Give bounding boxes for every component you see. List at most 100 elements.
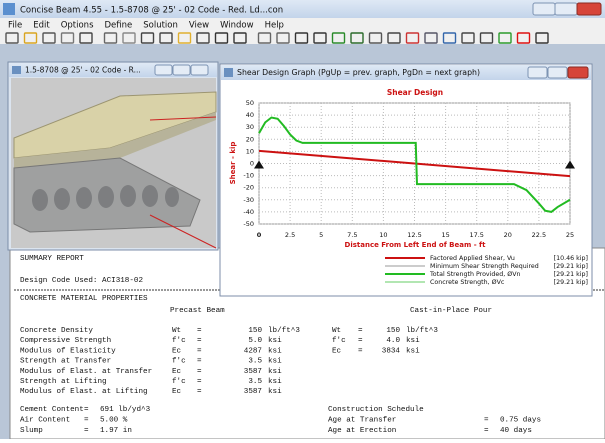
report-text: ksi	[268, 337, 282, 345]
report-text: =	[358, 337, 363, 345]
report-text: Precast Beam	[170, 307, 225, 315]
x-axis-label: Distance From Left End of Beam - ft	[345, 241, 487, 249]
report-text: =	[197, 327, 202, 335]
x-tick-label: 25	[566, 231, 574, 239]
chart-title: Shear Design	[387, 88, 443, 97]
legend-label: Factored Applied Shear, Vu	[430, 255, 515, 262]
report-text: Ec	[172, 388, 181, 396]
report-text: Concrete Density	[20, 327, 93, 335]
x-tick-label: 17.5	[469, 231, 483, 239]
report-text: =	[358, 347, 363, 355]
graph-close[interactable]	[568, 67, 588, 78]
report-text: 3587	[244, 388, 262, 396]
legend-note: [10.46 kip]	[554, 255, 588, 262]
report-text: Compressive Strength	[20, 337, 111, 345]
x-tick-label: 22.5	[532, 231, 546, 239]
report-text: =	[197, 358, 202, 366]
report-text: 3587	[244, 368, 262, 376]
x-tick-label: 5	[319, 231, 323, 239]
menu-item[interactable]: Window	[220, 21, 254, 31]
report-text: ksi	[268, 358, 282, 366]
report-text: Design Code Used: ACI318-02	[20, 277, 143, 285]
report-text: 5.00 %	[100, 417, 128, 425]
report-text: Ec	[172, 368, 181, 376]
report-text: 4.0	[386, 337, 400, 345]
model-close[interactable]	[191, 65, 208, 75]
y-tick-label: -10	[243, 172, 254, 180]
x-tick-label: 10	[379, 231, 387, 239]
y-tick-label: 10	[246, 147, 254, 155]
report-text: lb/ft^3	[406, 326, 438, 335]
graph-icon	[224, 68, 233, 77]
y-tick-label: -30	[243, 196, 254, 204]
report-text: f'c	[332, 337, 346, 345]
report-text: =	[197, 337, 202, 345]
report-text: Construction Schedule	[328, 406, 424, 414]
graph-window-title: Shear Design Graph (PgUp = prev. graph, …	[237, 68, 480, 77]
menu-item[interactable]: Options	[61, 21, 94, 31]
report-text: ksi	[268, 368, 282, 376]
report-text: 3.5	[248, 358, 262, 366]
report-text: ksi	[268, 378, 282, 386]
report-text: 3834	[382, 347, 401, 355]
report-text: Ec	[332, 347, 341, 355]
maximize-button[interactable]	[555, 3, 577, 15]
report-text: f'c	[172, 337, 186, 345]
model-window-title: 1.5-8708 @ 25' - 02 Code - R...	[25, 66, 141, 75]
report-text: 1.97 in	[100, 427, 132, 435]
report-text: 150	[248, 327, 262, 335]
report-text: Wt	[332, 327, 341, 335]
y-tick-label: -40	[243, 208, 254, 216]
y-axis-label: Shear - kip	[229, 142, 237, 185]
menu-item[interactable]: Define	[105, 21, 133, 31]
report-text: =	[358, 327, 363, 335]
y-tick-label: 50	[246, 99, 254, 107]
report-text: Wt	[172, 327, 181, 335]
legend-note: [29.21 kip]	[554, 279, 588, 286]
legend-note: [29.21 kip]	[554, 263, 588, 270]
minimize-button[interactable]	[533, 3, 555, 15]
report-text: Strength at Transfer	[20, 358, 111, 366]
report-text: 0.75 days	[500, 417, 541, 425]
menu-bar: File Edit Options Define Solution View Window H…	[8, 21, 284, 31]
report-text: 691 lb/yd^3	[100, 405, 151, 414]
report-text: lb/ft^3	[268, 326, 300, 335]
x-tick-label: 0	[257, 231, 262, 239]
model-maximize[interactable]	[173, 65, 190, 75]
legend-label: Total Strength Provided, ØVn	[429, 270, 521, 278]
menu-item[interactable]: Solution	[143, 21, 178, 31]
report-text: =	[484, 417, 489, 425]
y-tick-label: 0	[250, 160, 254, 168]
report-text: Cast-in-Place Pour	[410, 307, 492, 315]
x-tick-label: 12.5	[407, 231, 421, 239]
report-text: =	[84, 417, 89, 425]
report-text: Age at Transfer	[328, 417, 396, 425]
report-text: Air Content	[20, 417, 70, 425]
graph-minimize[interactable]	[528, 67, 547, 78]
report-text: 40 days	[500, 427, 532, 435]
legend-label: Concrete Strength, ØVc	[430, 278, 505, 286]
report-text: =	[197, 388, 202, 396]
menu-item[interactable]: View	[189, 21, 209, 31]
report-text: 5.0	[248, 337, 262, 345]
x-tick-label: 7.5	[347, 231, 357, 239]
menu-item[interactable]: File	[8, 21, 22, 31]
report-text: ksi	[268, 347, 282, 355]
model-minimize[interactable]	[155, 65, 172, 75]
menu-item[interactable]: Help	[265, 21, 284, 31]
report-text: =	[84, 427, 89, 435]
y-tick-label: -50	[243, 220, 254, 228]
report-text: =	[197, 378, 202, 386]
graph-maximize[interactable]	[548, 67, 567, 78]
menu-item[interactable]: Edit	[33, 21, 50, 31]
report-text: SUMMARY REPORT	[20, 255, 84, 263]
close-button[interactable]	[577, 3, 601, 15]
legend-note: [29.21 kip]	[554, 271, 588, 278]
y-tick-label: 20	[246, 135, 254, 143]
report-text: Age at Erection	[328, 427, 396, 435]
report-text: ksi	[406, 337, 420, 345]
y-tick-label: 30	[246, 123, 254, 131]
x-tick-label: 15	[441, 231, 449, 239]
